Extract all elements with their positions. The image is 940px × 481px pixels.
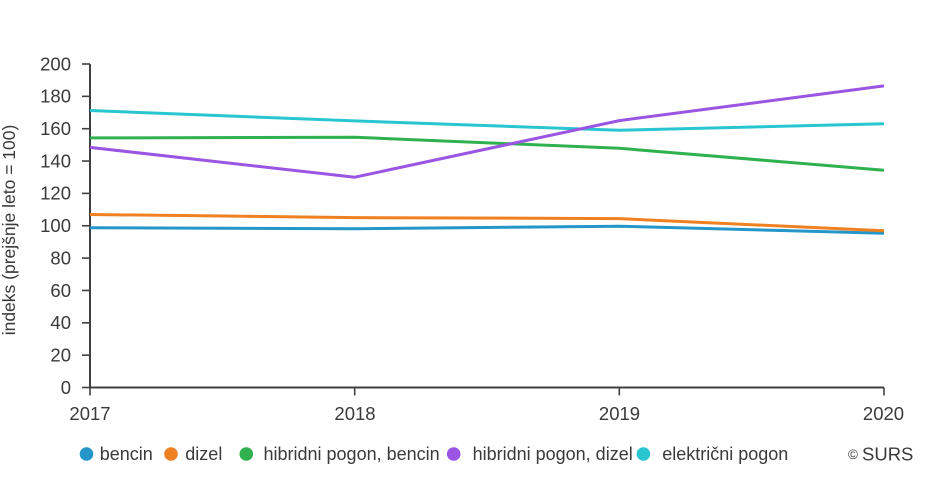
svg-text:SURS: SURS bbox=[862, 444, 913, 465]
svg-text:2017: 2017 bbox=[69, 403, 110, 424]
svg-text:160: 160 bbox=[40, 118, 71, 139]
svg-text:©: © bbox=[848, 447, 858, 462]
svg-text:200: 200 bbox=[40, 53, 71, 74]
svg-text:140: 140 bbox=[40, 150, 71, 171]
svg-text:bencin: bencin bbox=[100, 444, 153, 464]
svg-text:180: 180 bbox=[40, 86, 71, 107]
svg-text:40: 40 bbox=[50, 312, 71, 333]
svg-text:hibridni pogon, bencin: hibridni pogon, bencin bbox=[264, 444, 440, 464]
svg-text:0: 0 bbox=[61, 377, 71, 398]
svg-text:80: 80 bbox=[50, 247, 71, 268]
svg-text:dizel: dizel bbox=[185, 444, 222, 464]
svg-text:2018: 2018 bbox=[334, 403, 375, 424]
svg-text:indeks (prejšnje leto = 100): indeks (prejšnje leto = 100) bbox=[0, 125, 19, 336]
svg-text:2020: 2020 bbox=[863, 403, 904, 424]
svg-text:60: 60 bbox=[50, 280, 71, 301]
svg-text:20: 20 bbox=[50, 344, 71, 365]
svg-text:120: 120 bbox=[40, 183, 71, 204]
svg-text:električni pogon: električni pogon bbox=[662, 444, 788, 464]
svg-text:hibridni pogon, dizel: hibridni pogon, dizel bbox=[473, 444, 633, 464]
svg-text:100: 100 bbox=[40, 215, 71, 236]
svg-text:2019: 2019 bbox=[599, 403, 640, 424]
